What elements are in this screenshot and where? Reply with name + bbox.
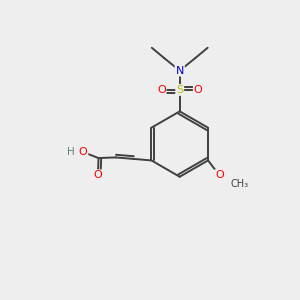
Text: O: O	[215, 170, 224, 180]
Text: S: S	[176, 85, 183, 95]
Text: O: O	[194, 85, 203, 95]
Text: O: O	[79, 147, 87, 157]
Text: CH₃: CH₃	[231, 179, 249, 189]
Text: H: H	[67, 147, 74, 157]
Text: O: O	[157, 85, 166, 95]
Text: O: O	[94, 170, 102, 180]
Text: N: N	[176, 66, 184, 76]
